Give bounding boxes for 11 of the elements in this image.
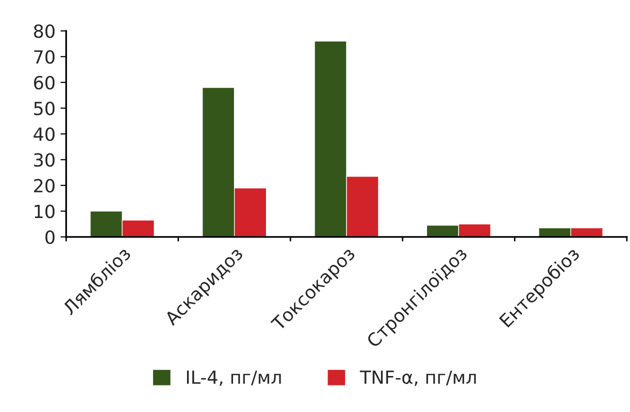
y-tick-label: 20 bbox=[34, 178, 55, 193]
legend-label: IL-4, пг/мл bbox=[186, 370, 281, 386]
legend-label: TNF-α, пг/мл bbox=[360, 370, 476, 386]
y-tick-label: 10 bbox=[34, 204, 55, 218]
y-tick-label: 50 bbox=[34, 102, 55, 116]
y-tick-label: 60 bbox=[34, 76, 55, 90]
y-tick-label: 70 bbox=[34, 50, 55, 64]
y-tick-label: 30 bbox=[34, 153, 55, 167]
y-tick-label: 40 bbox=[34, 127, 55, 142]
y-tick-label: 0 bbox=[45, 230, 55, 244]
y-tick-label: 80 bbox=[34, 24, 55, 38]
